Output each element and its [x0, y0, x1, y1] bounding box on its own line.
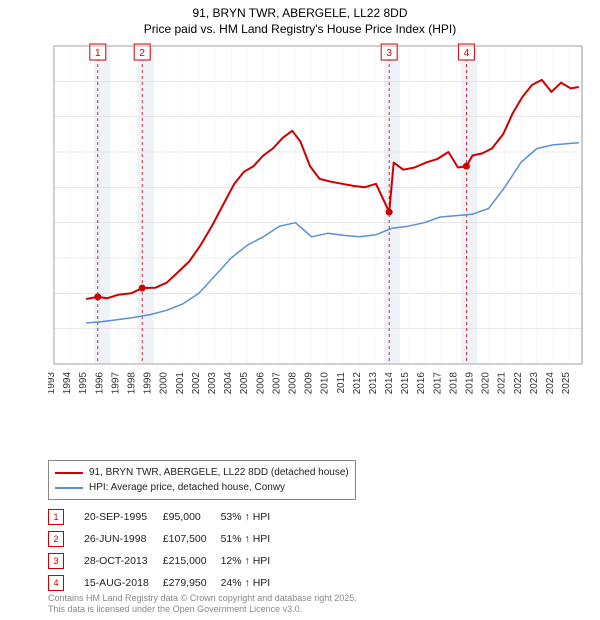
svg-text:1998: 1998: [126, 372, 137, 395]
event-date: 15-AUG-2018: [84, 572, 163, 594]
svg-text:2019: 2019: [465, 372, 476, 395]
svg-text:2002: 2002: [191, 372, 202, 395]
svg-text:2018: 2018: [448, 372, 459, 395]
event-marker: 4: [48, 575, 64, 591]
svg-text:2022: 2022: [513, 372, 524, 395]
svg-text:1994: 1994: [62, 372, 73, 395]
svg-text:2: 2: [139, 48, 145, 59]
svg-text:2009: 2009: [304, 372, 315, 395]
event-price: £279,950: [163, 572, 221, 594]
svg-text:1999: 1999: [143, 372, 154, 395]
svg-text:2006: 2006: [255, 372, 266, 395]
legend-label: 91, BRYN TWR, ABERGELE, LL22 8DD (detach…: [89, 465, 349, 480]
event-date: 20-SEP-1995: [84, 506, 163, 528]
event-row: 1 20-SEP-1995£95,00053% ↑ HPI: [48, 506, 284, 528]
legend-swatch: [55, 472, 83, 474]
svg-text:2014: 2014: [384, 372, 395, 395]
svg-text:1996: 1996: [94, 372, 105, 395]
event-marker: 2: [48, 531, 64, 547]
svg-text:2025: 2025: [561, 372, 572, 395]
event-price: £215,000: [163, 550, 221, 572]
svg-text:1993: 1993: [48, 372, 57, 395]
price-events-table: 1 20-SEP-1995£95,00053% ↑ HPI 2 26-JUN-1998…: [48, 506, 284, 594]
svg-text:1997: 1997: [110, 372, 121, 395]
legend-item: HPI: Average price, detached house, Conw…: [55, 480, 349, 495]
attribution-footer: Contains HM Land Registry data © Crown c…: [48, 593, 357, 616]
svg-text:2024: 2024: [545, 372, 556, 395]
svg-text:2012: 2012: [352, 372, 363, 395]
svg-text:2016: 2016: [416, 372, 427, 395]
svg-text:3: 3: [386, 48, 392, 59]
chart-container: 91, BRYN TWR, ABERGELE, LL22 8DD Price p…: [0, 0, 600, 620]
svg-text:2004: 2004: [223, 372, 234, 395]
event-delta: 24% ↑ HPI: [221, 572, 285, 594]
chart-plot-area: £0£50K£100K£150K£200K£250K£300K£350K£400…: [48, 42, 588, 412]
event-date: 28-OCT-2013: [84, 550, 163, 572]
event-delta: 53% ↑ HPI: [221, 506, 285, 528]
event-delta: 12% ↑ HPI: [221, 550, 285, 572]
svg-text:2000: 2000: [159, 372, 170, 395]
legend-label: HPI: Average price, detached house, Conw…: [89, 480, 285, 495]
legend-item: 91, BRYN TWR, ABERGELE, LL22 8DD (detach…: [55, 465, 349, 480]
svg-text:2023: 2023: [529, 372, 540, 395]
event-delta: 51% ↑ HPI: [221, 528, 285, 550]
svg-text:2021: 2021: [497, 372, 508, 395]
event-row: 2 26-JUN-1998£107,50051% ↑ HPI: [48, 528, 284, 550]
svg-text:2015: 2015: [400, 372, 411, 395]
event-price: £107,500: [163, 528, 221, 550]
event-row: 3 28-OCT-2013£215,00012% ↑ HPI: [48, 550, 284, 572]
svg-text:2005: 2005: [239, 372, 250, 395]
title-line-2: Price paid vs. HM Land Registry's House …: [144, 22, 456, 36]
svg-text:2017: 2017: [432, 372, 443, 395]
svg-text:2011: 2011: [336, 372, 347, 394]
svg-text:2013: 2013: [368, 372, 379, 395]
svg-text:4: 4: [464, 48, 470, 59]
svg-text:1: 1: [95, 48, 101, 59]
event-row: 4 15-AUG-2018£279,95024% ↑ HPI: [48, 572, 284, 594]
event-date: 26-JUN-1998: [84, 528, 163, 550]
svg-text:1995: 1995: [78, 372, 89, 395]
footer-line-1: Contains HM Land Registry data © Crown c…: [48, 593, 357, 603]
footer-line-2: This data is licensed under the Open Gov…: [48, 604, 302, 614]
legend-swatch: [55, 487, 83, 489]
event-marker: 3: [48, 553, 64, 569]
line-chart-svg: £0£50K£100K£150K£200K£250K£300K£350K£400…: [48, 42, 588, 412]
svg-text:2020: 2020: [481, 372, 492, 395]
svg-text:2001: 2001: [175, 372, 186, 395]
svg-text:2008: 2008: [287, 372, 298, 395]
event-marker: 1: [48, 509, 64, 525]
title-line-1: 91, BRYN TWR, ABERGELE, LL22 8DD: [193, 6, 408, 20]
legend: 91, BRYN TWR, ABERGELE, LL22 8DD (detach…: [48, 460, 356, 500]
svg-text:2010: 2010: [320, 372, 331, 395]
svg-text:2003: 2003: [207, 372, 218, 395]
svg-text:2007: 2007: [271, 372, 282, 395]
chart-title: 91, BRYN TWR, ABERGELE, LL22 8DD Price p…: [0, 0, 600, 37]
event-price: £95,000: [163, 506, 221, 528]
